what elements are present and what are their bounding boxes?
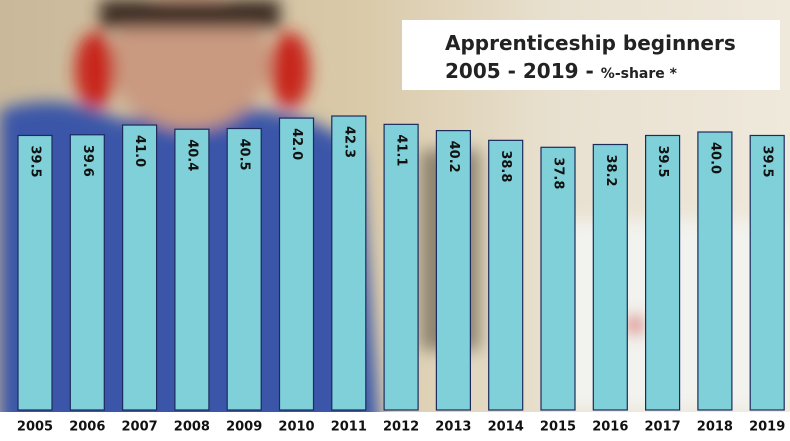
x-tick-label: 2016: [592, 420, 628, 435]
x-tick-label: 2006: [69, 420, 105, 435]
x-tick-label: 2005: [17, 420, 53, 435]
value-label: 38.2: [603, 155, 618, 187]
subtitle-years: 2005 - 2019 -: [445, 59, 594, 83]
value-label: 40.4: [184, 139, 199, 171]
value-label: 37.8: [551, 157, 566, 189]
bar: [227, 129, 261, 410]
value-label: 41.0: [132, 135, 147, 167]
x-tick-label: 2009: [226, 420, 262, 435]
value-label: 39.5: [655, 145, 670, 177]
x-tick-label: 2019: [749, 420, 785, 435]
value-label: 42.3: [341, 126, 356, 158]
bar: [332, 116, 366, 410]
x-tick-label: 2017: [645, 420, 681, 435]
value-label: 39.5: [28, 145, 43, 177]
value-label: 39.6: [80, 145, 95, 177]
value-label: 40.5: [237, 139, 252, 171]
x-tick-label: 2007: [122, 420, 158, 435]
value-label: 38.8: [498, 150, 513, 182]
x-tick-label: 2014: [488, 420, 524, 435]
bar: [175, 129, 209, 410]
value-label: 41.1: [394, 134, 409, 166]
value-label: 40.0: [707, 142, 722, 174]
x-tick-label: 2010: [278, 420, 314, 435]
x-tick-label: 2011: [331, 420, 367, 435]
x-tick-label: 2018: [697, 420, 733, 435]
value-label: 42.0: [289, 128, 304, 160]
bar: [123, 125, 157, 410]
value-label: 39.5: [760, 145, 775, 177]
value-label: 40.2: [446, 141, 461, 173]
x-tick-label: 2012: [383, 420, 419, 435]
chart: Apprenticeship beginners 2005 - 2019 - %…: [0, 0, 790, 441]
unit-note: %-share *: [601, 66, 678, 82]
chart-title: Apprenticeship beginners: [445, 31, 736, 55]
bar: [280, 118, 314, 410]
x-tick-label: 2013: [435, 420, 471, 435]
x-tick-label: 2015: [540, 420, 576, 435]
x-tick-label: 2008: [174, 420, 210, 435]
bar: [384, 124, 418, 410]
